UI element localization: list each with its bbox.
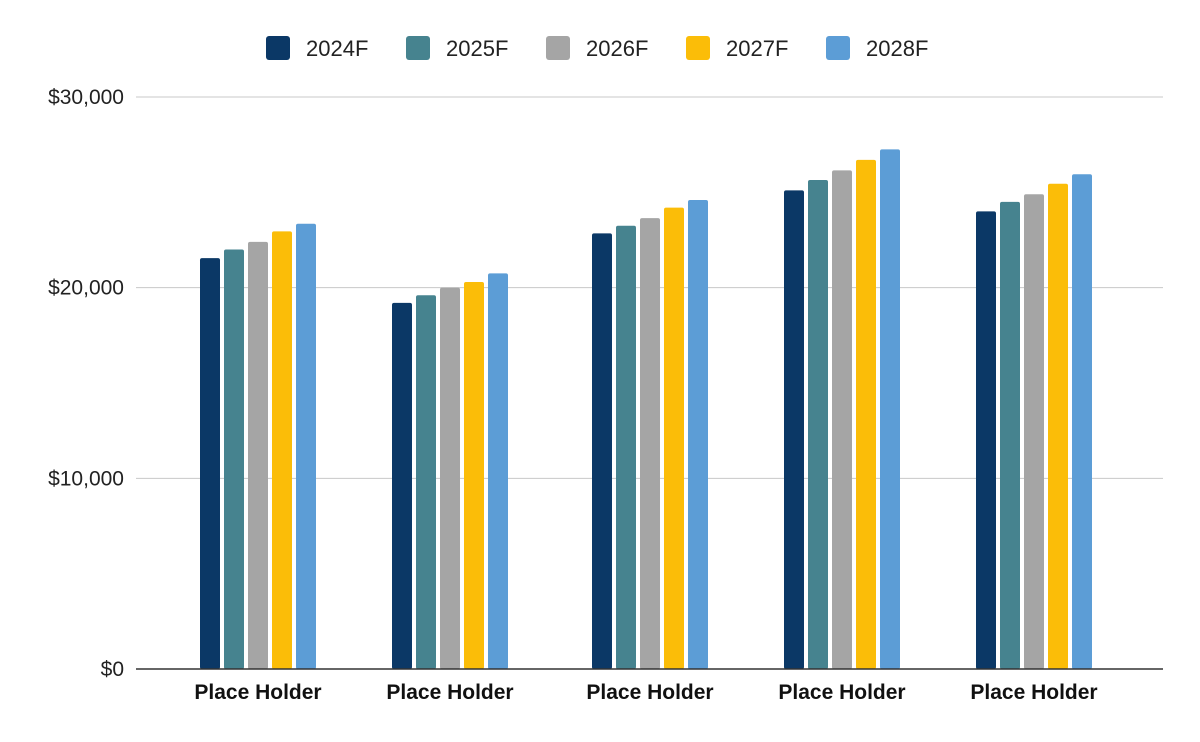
legend-label: 2024F (306, 36, 368, 61)
bar-2027f (664, 207, 684, 669)
legend-label: 2025F (446, 36, 508, 61)
bar-2025f (616, 225, 636, 669)
legend-item: 2027F (686, 36, 788, 61)
bar-2027f (1048, 183, 1068, 669)
y-tick-label: $30,000 (48, 86, 124, 109)
bar-2028f (880, 149, 900, 669)
y-tick-label: $20,000 (48, 277, 124, 300)
bar-2028f (1072, 174, 1092, 669)
bar-2024f (784, 190, 804, 669)
x-axis-ticks: Place Holder Place Holder Place Holder Plac… (194, 681, 1097, 704)
legend-swatch (406, 36, 430, 60)
legend-swatch (686, 36, 710, 60)
bar-2025f (224, 249, 244, 670)
bar-2026f (1024, 194, 1044, 670)
bar-2027f (464, 281, 484, 669)
x-tick-label: Place Holder (586, 681, 713, 704)
x-tick-label: Place Holder (194, 681, 321, 704)
bar-2027f (856, 159, 876, 670)
legend-swatch (546, 36, 570, 60)
bars (200, 149, 1092, 670)
bar-2028f (296, 223, 316, 669)
bar-2024f (592, 233, 612, 669)
legend-item: 2028F (826, 36, 928, 61)
bar-2026f (440, 287, 460, 669)
bar-2026f (832, 170, 852, 669)
bar-2028f (488, 273, 508, 669)
legend-item: 2024F (266, 36, 368, 61)
bar-2024f (200, 258, 220, 669)
bar-2024f (976, 211, 996, 669)
y-tick-label: $10,000 (48, 467, 124, 490)
bar-2026f (248, 241, 268, 669)
bar-2025f (416, 295, 436, 669)
bar-2028f (688, 199, 708, 669)
legend-item: 2025F (406, 36, 508, 61)
legend-label: 2026F (586, 36, 648, 61)
x-tick-label: Place Holder (778, 681, 905, 704)
y-axis-ticks: $0 $10,000 $20,000 $30,000 (48, 86, 124, 681)
chart-legend: 2024F 2025F 2026F 2027F 2028F (266, 36, 928, 61)
bar-2025f (1000, 201, 1020, 669)
legend-swatch (266, 36, 290, 60)
bar-2026f (640, 218, 660, 669)
bar-2025f (808, 179, 828, 669)
legend-label: 2028F (866, 36, 928, 61)
legend-label: 2027F (726, 36, 788, 61)
bar-2027f (272, 231, 292, 670)
x-tick-label: Place Holder (970, 681, 1097, 704)
bar-2024f (392, 302, 412, 669)
legend-item: 2026F (546, 36, 648, 61)
legend-swatch (826, 36, 850, 60)
x-tick-label: Place Holder (386, 681, 513, 704)
y-tick-label: $0 (101, 658, 124, 681)
